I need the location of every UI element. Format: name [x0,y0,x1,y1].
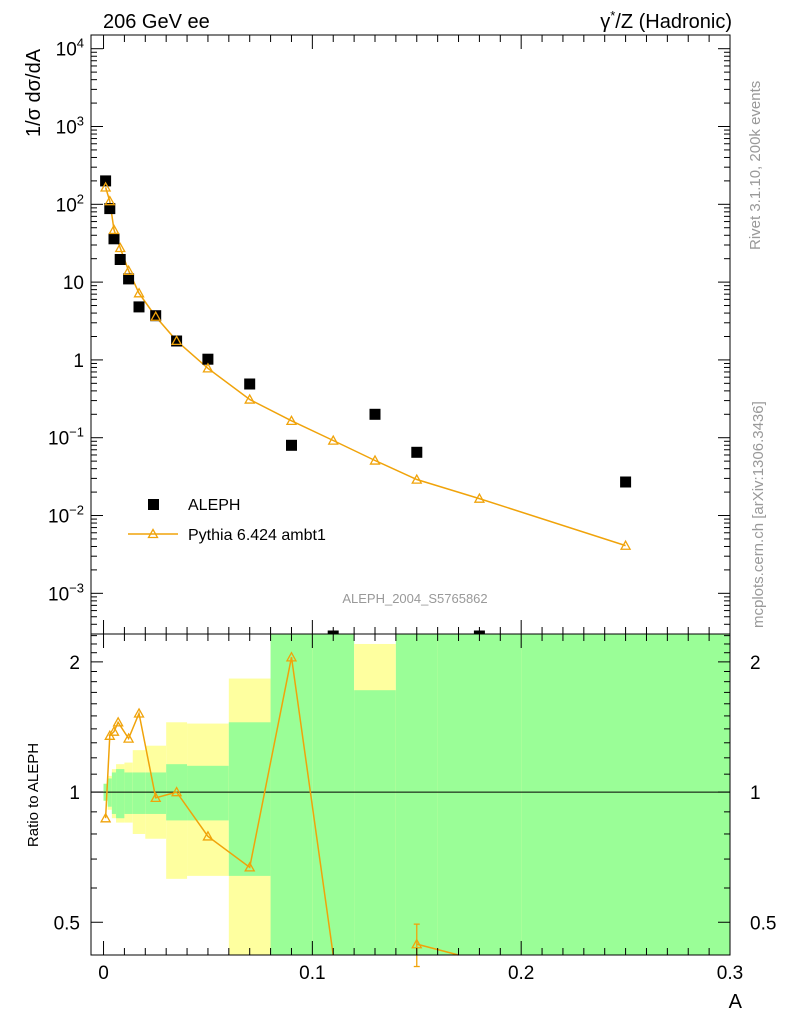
data-point [171,335,183,347]
uncertainty-band-inner [228,722,271,876]
mc-point [327,434,339,445]
mc-point [150,310,162,321]
mc-point [411,473,423,484]
legend-mc-marker [147,528,159,539]
main-panel-frame [90,34,731,635]
mc-point [369,454,381,465]
data-point [411,446,423,458]
main-y-axis-label: 1/σ dσ/dA [23,48,45,137]
uncertainty-band-inner [270,634,313,955]
uncertainty-band-inner [354,690,396,955]
data-point [123,273,135,285]
mc-point [473,492,486,503]
ratio-mc-point [411,938,423,949]
x-axis-label: A [729,991,743,1013]
ratio-mc-line [104,657,334,956]
ratio-panel: 0.5 0.5 1 1 2 2 0 0.1 0.2 0.3 Ratio to ALEPH A [25,35,776,1013]
uncertainty-band-inner [437,634,522,955]
ratio-y-tick-label-right: 2 [750,653,761,674]
y-tick-label: 104 [56,36,84,61]
data-point [114,254,126,265]
mc-point [285,414,298,426]
y-tick-label: 102 [56,191,84,216]
ratio-mc-point [244,861,256,872]
data-point [100,175,112,187]
data-point [150,310,162,322]
y-tick-label: 1 [73,351,84,372]
legend-aleph-marker [148,499,159,510]
header-left-label: 206 GeV ee [103,11,210,33]
ratio-panel-frame [90,633,731,956]
uncertainty-band-inner [107,778,112,807]
x-tick-label: 0.2 [508,963,534,984]
main-plot-content [100,175,632,642]
ratio-y-tick-label: 0.5 [54,913,80,934]
legend: ALEPH Pythia 6.424 ambt1 [128,497,326,544]
ratio-mc-point [202,830,214,841]
ratio-y-axis: 0.5 0.5 1 1 2 2 [54,635,776,934]
mc-point [171,334,183,346]
y-tick-label: 103 [56,114,84,139]
uncertainty-band-inner [312,634,355,955]
uncertainty-band-inner [124,772,133,814]
mc-line [104,187,626,547]
ratio-mc-point [171,786,183,797]
ratio-y-axis-label: Ratio to ALEPH [25,743,42,847]
data-point [202,353,214,365]
mc-point [619,539,632,550]
ratio-y-tick-label-right: 1 [750,783,761,804]
uncertainty-band-inner [111,772,117,814]
ratio-mc-point [108,725,120,736]
legend-mc-label: Pythia 6.424 ambt1 [188,527,326,544]
y-tick-label: 10−3 [48,580,84,605]
data-point [104,203,116,215]
uncertainty-band-inner [521,634,730,955]
y-tick-label: 10−2 [48,503,84,528]
ratio-mc-point [150,791,162,803]
x-tick-label: 0 [98,963,109,984]
mc-point [114,242,126,253]
mc-point [108,223,120,235]
uncertainty-band-inner [116,769,125,819]
y-tick-label: 10−1 [48,425,84,450]
mc-point [244,393,256,404]
uncertainty-band-inner [187,765,229,821]
mcplots-label: mcplots.cern.ch [arXiv:1306.3436] [750,401,767,628]
ratio-plot-content [91,634,730,968]
data-point [133,301,145,313]
ratio-y-tick-label-right: 0.5 [750,913,776,934]
data-point [620,476,632,488]
mc-point [202,362,214,373]
ratio-mc-point [100,812,112,823]
ratio-mc-point [122,732,135,743]
mc-point [104,195,116,206]
mc-point [122,264,135,275]
y-tick-label: 10 [63,273,84,294]
analysis-id-label: ALEPH_2004_S5765862 [342,591,487,606]
ratio-y-tick-label: 2 [69,653,80,674]
data-point [244,378,256,390]
ratio-mc-point [133,707,145,718]
x-tick-label: 0.1 [299,963,325,984]
header-right-label: γ*/Z (Hadronic) [600,8,732,33]
x-axis: 0 0.1 0.2 0.3 [98,35,743,984]
data-point [369,408,381,420]
mc-point [100,181,112,192]
ratio-mc-point [285,651,298,662]
data-point [108,233,120,245]
uncertainty-band-inner [132,772,146,814]
ratio-y-tick-label: 1 [69,783,80,804]
legend-aleph-label: ALEPH [188,497,240,514]
uncertainty-band-inner [395,634,438,955]
ratio-mc-point [112,716,124,727]
data-point [286,439,297,451]
rivet-version-label: Rivet 3.1.10, 200k events [747,81,764,250]
mc-point [133,287,145,298]
x-tick-label: 0.3 [717,963,743,984]
